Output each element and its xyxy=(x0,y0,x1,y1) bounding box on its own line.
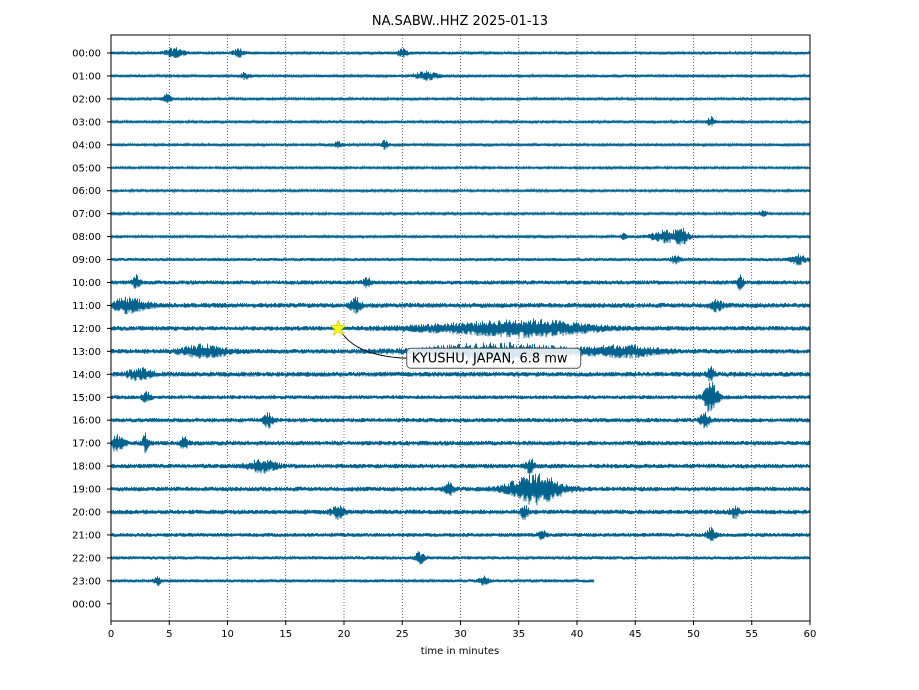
x-tick-label: 50 xyxy=(687,629,700,640)
y-tick-label: 02:00 xyxy=(72,94,101,105)
y-tick-label: 01:00 xyxy=(72,71,101,82)
y-tick-label: 06:00 xyxy=(72,186,101,197)
event-annotation: KYUSHU, JAPAN, 6.8 mw xyxy=(329,319,582,369)
trace-1700 xyxy=(110,432,811,454)
y-tick-label: 10:00 xyxy=(72,278,101,289)
trace-0200 xyxy=(110,93,811,103)
y-tick-label: 17:00 xyxy=(72,439,101,450)
y-tick-label: 23:00 xyxy=(72,576,101,587)
y-tick-labels: 00:00 01:00 02:00 03:00 04:00 05:00 06:00 07:00… xyxy=(72,49,111,610)
x-ticks: 0 5 10 15 20 25 30 35 40 45 50 55 60 xyxy=(108,621,817,640)
x-tick-label: 25 xyxy=(396,629,409,640)
y-tick-label: 07:00 xyxy=(72,209,101,220)
chart-title: NA.SABW..HHZ 2025-01-13 xyxy=(372,14,548,29)
x-tick-label: 0 xyxy=(108,629,114,640)
trace-1400 xyxy=(110,365,811,382)
x-tick-label: 20 xyxy=(338,629,351,640)
annotation-arrow xyxy=(341,333,407,359)
x-tick-label: 5 xyxy=(166,629,172,640)
trace-1100 xyxy=(110,296,811,315)
x-tick-label: 40 xyxy=(571,629,584,640)
y-tick-label: 13:00 xyxy=(72,347,101,358)
x-tick-label: 45 xyxy=(629,629,642,640)
trace-0600 xyxy=(110,187,811,194)
trace-0400 xyxy=(110,140,811,150)
trace-0500 xyxy=(110,165,811,171)
event-star-icon xyxy=(329,319,347,336)
trace-2200 xyxy=(110,551,811,565)
trace-1800 xyxy=(110,458,811,474)
trace-1200 xyxy=(110,318,811,339)
trace-2100 xyxy=(110,526,811,542)
y-tick-label: 09:00 xyxy=(72,255,101,266)
y-tick-label: 05:00 xyxy=(72,163,101,174)
y-tick-label: 03:00 xyxy=(72,117,101,128)
x-tick-label: 35 xyxy=(512,629,525,640)
trace-1900 xyxy=(110,473,811,506)
y-tick-label: 20:00 xyxy=(72,508,101,519)
y-tick-label: 18:00 xyxy=(72,462,101,473)
trace-0900 xyxy=(110,253,811,266)
y-tick-label: 08:00 xyxy=(72,232,101,243)
y-tick-label: 12:00 xyxy=(72,324,101,335)
x-tick-label: 15 xyxy=(279,629,292,640)
trace-1000 xyxy=(110,274,811,291)
trace-1500 xyxy=(110,381,811,413)
trace-2000 xyxy=(110,504,811,520)
y-tick-label: 11:00 xyxy=(72,301,101,312)
annotation-box xyxy=(406,347,582,369)
y-tick-label: 00:00 xyxy=(72,49,101,60)
trace-0800 xyxy=(110,227,811,246)
x-tick-label: 10 xyxy=(221,629,234,640)
y-tick-label: 04:00 xyxy=(72,140,101,151)
y-tick-label: 16:00 xyxy=(72,416,101,427)
annotation-text: KYUSHU, JAPAN, 6.8 mw xyxy=(412,352,568,367)
plot-frame xyxy=(110,34,811,622)
trace-0300 xyxy=(110,116,811,127)
trace-0100 xyxy=(110,70,811,81)
y-tick-label: 00:00 xyxy=(72,599,101,610)
x-tick-label: 55 xyxy=(745,629,758,640)
y-tick-label: 14:00 xyxy=(72,370,101,381)
y-tick-label: 19:00 xyxy=(72,485,101,496)
x-tick-label: 60 xyxy=(804,629,817,640)
trace-1600 xyxy=(110,411,811,429)
trace-2300 xyxy=(110,575,595,587)
x-axis-label: time in minutes xyxy=(421,646,500,657)
x-tick-label: 30 xyxy=(454,629,467,640)
trace-0700 xyxy=(110,210,811,217)
y-tick-label: 22:00 xyxy=(72,553,101,564)
trace-0000 xyxy=(110,47,811,58)
y-tick-label: 21:00 xyxy=(72,530,101,541)
y-tick-label: 15:00 xyxy=(72,393,101,404)
